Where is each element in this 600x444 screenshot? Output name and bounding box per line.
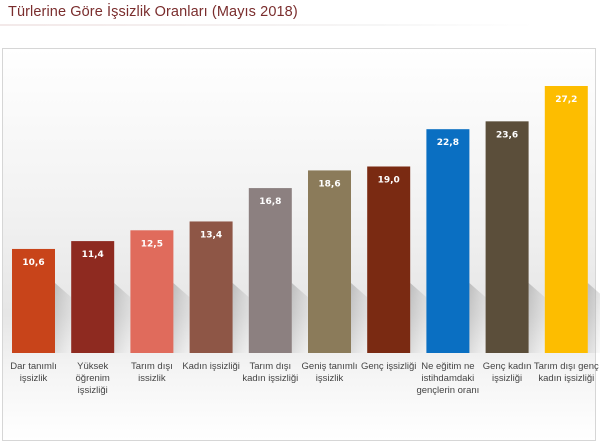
bar-9 xyxy=(485,121,529,354)
chart-title: Türlerine Göre İşsizlik Oranları (Mayıs … xyxy=(8,4,298,20)
bar-shadow xyxy=(232,283,249,353)
bar-shadow xyxy=(114,283,131,353)
x-tick-label-4: Kadın işsizliği xyxy=(182,361,240,372)
x-tick-label-6: Geniş tanımlı işsizlik xyxy=(301,361,358,384)
bar-2 xyxy=(71,241,115,353)
bar-10 xyxy=(544,86,588,353)
data-label-4: 13,4 xyxy=(200,230,222,240)
bar-shadow xyxy=(469,283,486,353)
data-label-6: 18,6 xyxy=(318,179,340,189)
title-underline xyxy=(0,24,535,26)
data-label-1: 10,6 xyxy=(22,258,44,268)
x-tick-label-1: Dar tanımlı işsizlik xyxy=(10,361,57,384)
bar-shadow xyxy=(55,283,71,353)
x-tick-label-9: Genç kadın işsizliği xyxy=(482,361,532,384)
bar-shadow xyxy=(291,283,308,353)
data-label-5: 16,8 xyxy=(259,197,281,207)
bar-1 xyxy=(12,248,55,353)
x-tick-label-2: Yüksek öğrenim işsizliği xyxy=(75,361,110,396)
x-tick-label-10: Tarım dışı genç kadın işsizliği xyxy=(533,361,599,384)
x-tick-label-5: Tarım dışı kadın işsizliği xyxy=(242,361,299,384)
x-tick-label-7: Genç işsizliği xyxy=(360,361,417,372)
data-label-8: 22,8 xyxy=(437,138,459,148)
data-label-3: 12,5 xyxy=(141,239,163,249)
bar-shadow xyxy=(528,283,545,353)
bar-shadow xyxy=(587,283,600,353)
bar-5 xyxy=(248,188,292,353)
x-tick-label-8: Ne eğitim ne istihdamdaki gençlerin oran… xyxy=(416,361,480,396)
bar-shadow xyxy=(173,283,190,353)
data-label-9: 23,6 xyxy=(496,130,518,140)
bar-6 xyxy=(308,170,351,353)
x-tick-label-3: Tarım dışı issizlik xyxy=(131,361,173,384)
bar-3 xyxy=(130,230,174,353)
bar-shadow xyxy=(410,283,427,353)
bar-8 xyxy=(426,129,470,353)
data-label-10: 27,2 xyxy=(555,95,577,105)
bar-7 xyxy=(367,166,411,353)
data-label-2: 11,4 xyxy=(82,250,104,260)
bar-shadow xyxy=(351,283,367,353)
bar-4 xyxy=(189,221,233,353)
data-label-7: 19,0 xyxy=(378,175,400,185)
